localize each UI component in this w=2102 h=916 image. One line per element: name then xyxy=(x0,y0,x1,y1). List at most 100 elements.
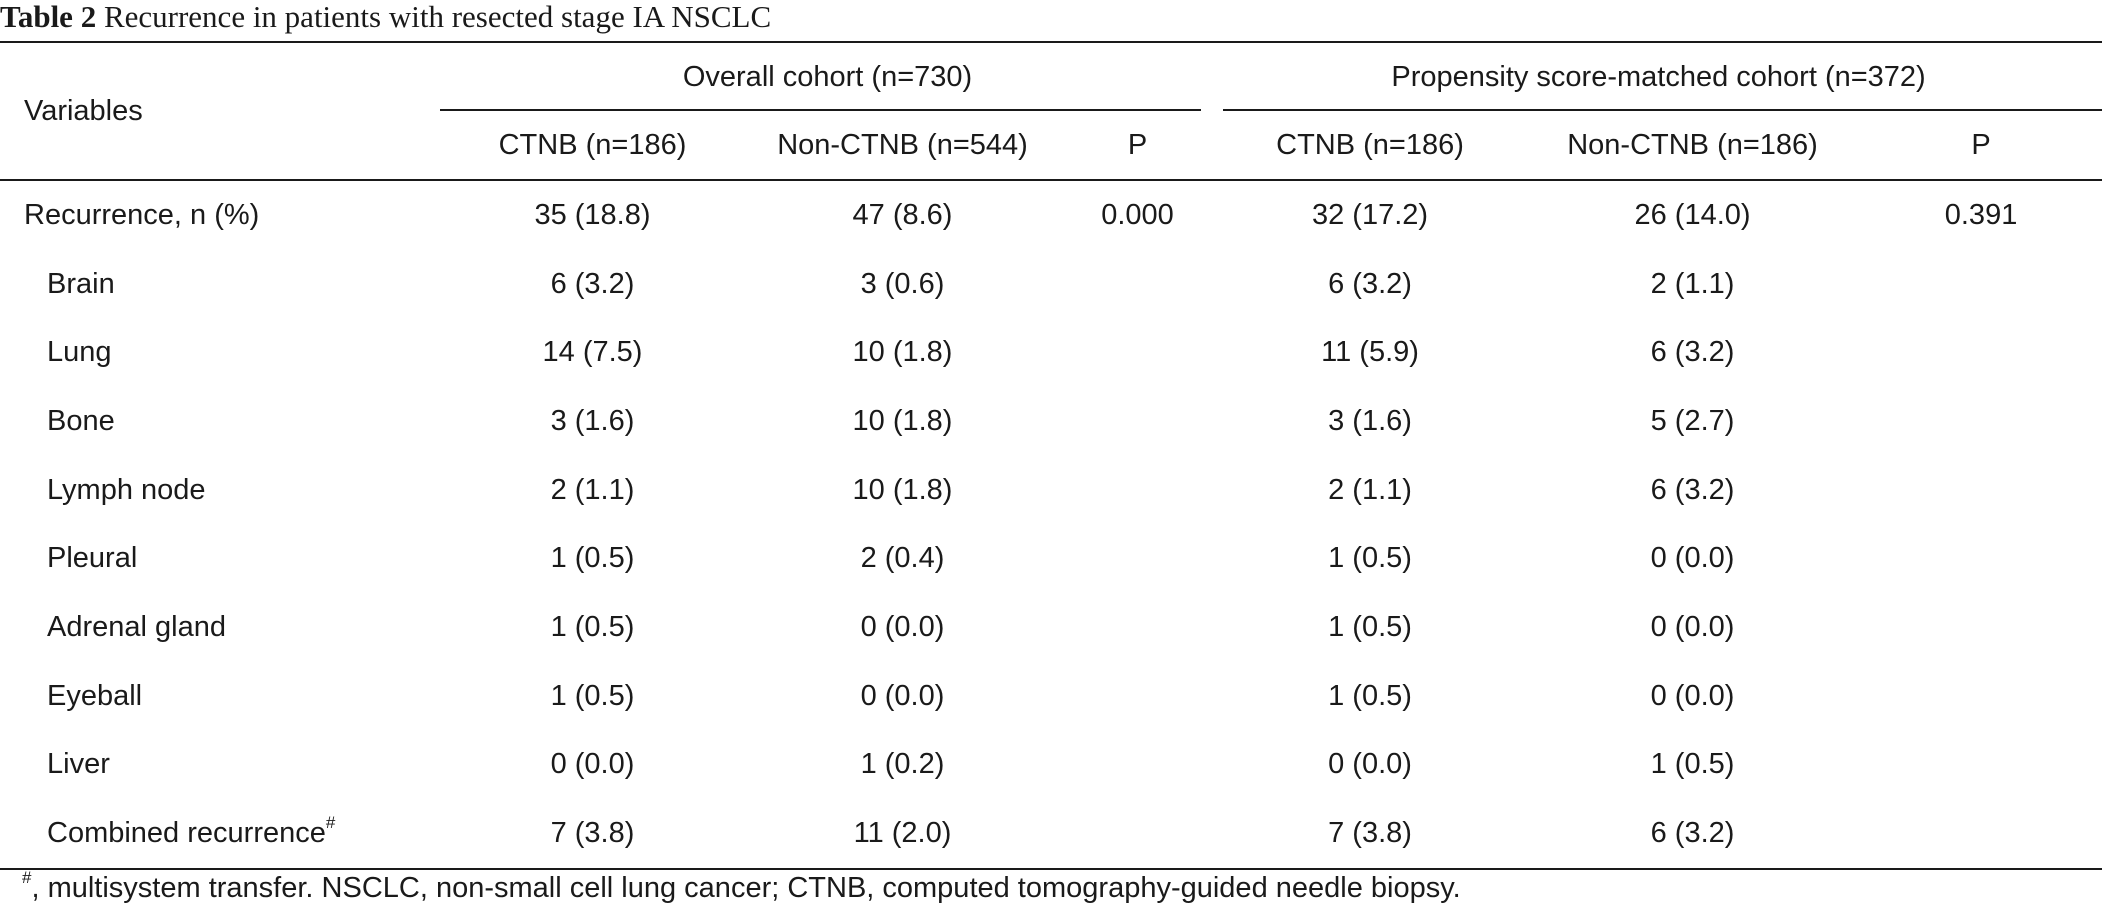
table-row: Lung 14 (7.5) 10 (1.8) 11 (5.9) 6 (3.2) xyxy=(0,318,2102,387)
table-cell: 0 (0.0) xyxy=(860,610,945,643)
row-label: Eyeball xyxy=(0,662,440,731)
table-cell: 6 (3.2) xyxy=(1525,799,1861,870)
row-label-text: Eyeball xyxy=(47,679,143,712)
table-cell: 47 (8.6) xyxy=(852,198,953,231)
table-cell: 10 (1.8) xyxy=(852,336,953,369)
table-row: Combined recurrence# 7 (3.8) 11 (2.0) 7 (3.… xyxy=(0,799,2102,870)
table-cell: 0 (0.0) xyxy=(860,679,945,712)
table-cell: 1 (0.5) xyxy=(1328,542,1412,575)
table-caption: Table 2 Recurrence in patients with rese… xyxy=(0,0,771,40)
table-cell: 6 (3.2) xyxy=(1650,336,1735,369)
footnote-marker: # xyxy=(22,868,32,887)
table-cell: 0.391 xyxy=(1944,198,2018,231)
table-cell: 7 (3.8) xyxy=(440,799,745,870)
table-cell: 11 (2.0) xyxy=(745,799,1060,870)
row-label: Brain xyxy=(0,250,440,319)
table-cell: 1 (0.2) xyxy=(860,748,945,781)
table-cell xyxy=(1060,387,1215,456)
table-row: Liver 0 (0.0) 1 (0.2) 0 (0.0) 1 (0.5) xyxy=(0,731,2102,800)
row-label: Combined recurrence# xyxy=(0,799,440,870)
table-cell: 7 (3.8) xyxy=(1215,799,1526,870)
row-label: Adrenal gland xyxy=(0,593,440,662)
header-variables: Variables xyxy=(0,41,440,181)
table-cell: 3 (0.6) xyxy=(860,267,945,300)
table-cell: 0 (0.0) xyxy=(550,748,635,781)
row-label-text: Bone xyxy=(47,404,115,437)
col-header-matched-nonctnb: Non-CTNB (n=186) xyxy=(1525,111,1861,181)
table-cell xyxy=(1060,250,1215,319)
table-row: Lymph node 2 (1.1) 10 (1.8) 2 (1.1) 6 (3.2) xyxy=(0,456,2102,525)
group-overall-rule xyxy=(440,109,1202,111)
table-cell xyxy=(1860,731,2102,800)
table-cell xyxy=(1860,593,2102,662)
table-cell xyxy=(1860,662,2102,731)
group-matched-rule xyxy=(1223,109,2102,111)
header-group-matched: Propensity score-matched cohort (n=372) xyxy=(1215,41,2102,111)
row-label: Lung xyxy=(0,318,440,387)
row-label: Lymph node xyxy=(0,456,440,525)
table-cell: 0 (0.0) xyxy=(1650,542,1735,575)
row-label: Bone xyxy=(0,387,440,456)
table-row: Adrenal gland 1 (0.5) 0 (0.0) 1 (0.5) 0 (0.0… xyxy=(0,593,2102,662)
row-label-text: Combined recurrence xyxy=(47,817,326,850)
table-cell: 0 (0.0) xyxy=(1650,610,1735,643)
table-cell xyxy=(1060,524,1215,593)
header-group-overall: Overall cohort (n=730) xyxy=(440,41,1216,111)
table-cell: 1 (0.5) xyxy=(1328,679,1412,712)
table-cell: 6 (3.2) xyxy=(550,267,635,300)
table-footnote: #, multisystem transfer. NSCLC, non-smal… xyxy=(22,869,1461,905)
table-cell: 2 (1.1) xyxy=(1650,267,1735,300)
table-cell: 2 (1.1) xyxy=(550,473,635,506)
table-cell: 10 (1.8) xyxy=(852,473,953,506)
header-group-matched-label: Propensity score-matched cohort (n=372) xyxy=(1391,60,1926,93)
row-label: Liver xyxy=(0,731,440,800)
row-label-text: Pleural xyxy=(47,542,138,575)
table-row: Recurrence, n (%) 35 (18.8) 47 (8.6) 0.000 3… xyxy=(0,180,2102,250)
table-cell: 6 (3.2) xyxy=(1328,267,1412,300)
table-cell: 3 (1.6) xyxy=(1328,404,1412,437)
table-row: Bone 3 (1.6) 10 (1.8) 3 (1.6) 5 (2.7) xyxy=(0,387,2102,456)
table-cell: 5 (2.7) xyxy=(1650,404,1735,437)
table-cell: 2 (0.4) xyxy=(860,542,945,575)
table-cell: 0.000 xyxy=(1101,198,1174,231)
table-row: Brain 6 (3.2) 3 (0.6) 6 (3.2) 2 (1.1) xyxy=(0,250,2102,319)
table-caption-text: Recurrence in patients with resected sta… xyxy=(103,0,772,34)
col-header-overall-nonctnb: Non-CTNB (n=544) xyxy=(745,111,1060,181)
row-label-text: Recurrence, n (%) xyxy=(24,198,260,231)
row-label-footnote-marker: # xyxy=(325,813,336,833)
table-cell: 26 (14.0) xyxy=(1634,198,1751,231)
table-cell xyxy=(1860,318,2102,387)
table-row: Eyeball 1 (0.5) 0 (0.0) 1 (0.5) 0 (0.0) xyxy=(0,662,2102,731)
row-label: Recurrence, n (%) xyxy=(0,180,440,250)
table-body: Recurrence, n (%) 35 (18.8) 47 (8.6) 0.000 3… xyxy=(0,180,2102,870)
row-label-text: Brain xyxy=(47,267,115,300)
header-row-columns: CTNB (n=186) Non-CTNB (n=544) P CTNB (n=… xyxy=(0,111,2102,181)
table-cell: 6 (3.2) xyxy=(1650,473,1735,506)
col-header-overall-p: P xyxy=(1060,111,1216,181)
table-cell: 32 (17.2) xyxy=(1311,198,1429,231)
table-cell xyxy=(1060,731,1215,800)
table-cell: 1 (0.5) xyxy=(1650,748,1735,781)
table-cell: 1 (0.5) xyxy=(1328,610,1412,643)
row-label-text: Liver xyxy=(47,748,110,781)
table-cell xyxy=(1060,318,1215,387)
row-label-text: Lymph node xyxy=(47,473,206,506)
table-cell xyxy=(1860,524,2102,593)
table-caption-label: Table 2 xyxy=(0,0,97,34)
table-cell xyxy=(1860,387,2102,456)
row-label-text: Adrenal gland xyxy=(47,610,226,643)
table-cell xyxy=(1860,250,2102,319)
table-cell: 1 (0.5) xyxy=(550,610,635,643)
row-label-text: Lung xyxy=(47,336,112,369)
header-group-overall-label: Overall cohort (n=730) xyxy=(682,60,973,93)
table-cell: 35 (18.8) xyxy=(534,198,651,231)
table-cell: 0 (0.0) xyxy=(1328,748,1412,781)
col-header-overall-ctnb: CTNB (n=186) xyxy=(440,111,745,181)
footnote-text: , multisystem transfer. NSCLC, non-small… xyxy=(31,872,1461,904)
table-cell xyxy=(1860,456,2102,525)
table-cell: 10 (1.8) xyxy=(852,404,953,437)
col-header-matched-p: P xyxy=(1860,111,2102,181)
table-cell xyxy=(1860,799,2102,870)
table-cell xyxy=(1060,662,1215,731)
recurrence-table: Variables Overall cohort (n=730) Propens… xyxy=(0,41,2102,870)
